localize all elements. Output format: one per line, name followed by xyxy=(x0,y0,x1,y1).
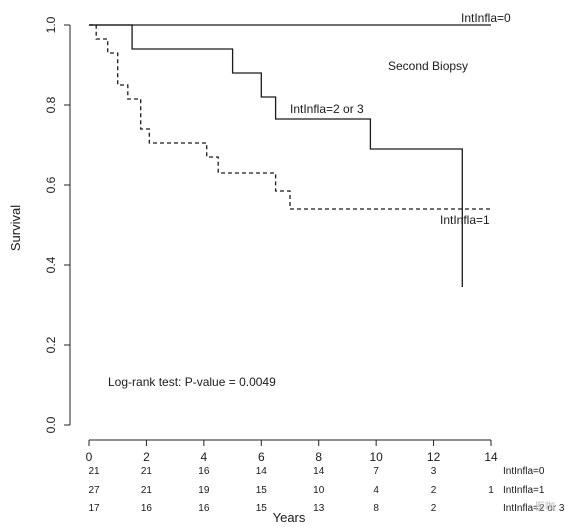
risk-count: 10 xyxy=(313,485,325,496)
risk-count: 8 xyxy=(373,503,379,514)
risk-count: 4 xyxy=(373,485,379,496)
risk-count: 16 xyxy=(198,466,210,477)
y-tick-label: 1.0 xyxy=(44,16,58,33)
log-rank-annotation: Log-rank test: P-value = 0.0049 xyxy=(108,375,276,389)
risk-row-label: IntInfla=1 xyxy=(503,485,545,496)
watermark: 医咖 xyxy=(535,501,555,513)
y-tick-label: 0.4 xyxy=(44,256,58,273)
y-tick-label: 0.6 xyxy=(44,176,58,193)
y-axis-title: Survival xyxy=(8,205,23,251)
risk-count: 1 xyxy=(488,485,494,496)
risk-count: 13 xyxy=(313,503,325,514)
risk-row-label: IntInfla=0 xyxy=(503,466,545,477)
risk-row-label: IntInfla=2 or 3 xyxy=(503,503,565,514)
curve-intinfla-1 xyxy=(89,24,491,210)
curve-label-intinfla-0: IntInfla=0 xyxy=(461,11,511,25)
x-tick-label: 4 xyxy=(201,450,208,464)
risk-count: 2 xyxy=(431,485,437,496)
risk-count: 16 xyxy=(141,503,153,514)
x-tick-label: 12 xyxy=(427,450,441,464)
panel-label: Second Biopsy xyxy=(388,59,468,73)
risk-count: 19 xyxy=(198,485,210,496)
risk-count: 21 xyxy=(88,466,100,477)
risk-count: 7 xyxy=(373,466,379,477)
curve-label-intinfla-2-or-3: IntInfla=2 or 3 xyxy=(290,102,364,116)
x-tick-label: 8 xyxy=(315,450,322,464)
risk-count: 3 xyxy=(431,466,437,477)
risk-count: 15 xyxy=(256,503,268,514)
risk-count: 27 xyxy=(88,485,100,496)
risk-table: 21 21 16 14 14 7 3 IntInfla=027 21 19 15 10 4 2 1 IntIn… xyxy=(88,466,564,514)
risk-count: 21 xyxy=(141,485,153,496)
curves xyxy=(89,24,491,287)
y-tick-label: 0.8 xyxy=(44,96,58,113)
risk-count: 16 xyxy=(198,503,210,514)
x-tick-label: 6 xyxy=(258,450,265,464)
x-tick-label: 14 xyxy=(484,450,498,464)
x-tick-label: 0 xyxy=(86,450,93,464)
risk-count: 14 xyxy=(256,466,268,477)
y-tick-label: 0.2 xyxy=(44,336,58,353)
risk-count: 15 xyxy=(256,485,268,496)
x-axis-title: Years xyxy=(273,510,306,525)
annotations: Second Biopsy Log-rank test: P-value = 0… xyxy=(108,11,511,389)
risk-count: 17 xyxy=(88,503,100,514)
risk-count: 2 xyxy=(431,503,437,514)
curve-intinfla-2-or-3 xyxy=(89,24,463,287)
x-tick-label: 10 xyxy=(369,450,383,464)
x-tick-label: 2 xyxy=(143,450,150,464)
axes: 0.0 0.2 0.4 0.6 0.8 1.0 0 2 4 6 8 10 12 14 xyxy=(44,16,498,464)
curve-label-intinfla-1: IntInfla=1 xyxy=(440,213,490,227)
y-tick-label: 0.0 xyxy=(44,416,58,433)
risk-count: 14 xyxy=(313,466,325,477)
risk-count: 21 xyxy=(141,466,153,477)
